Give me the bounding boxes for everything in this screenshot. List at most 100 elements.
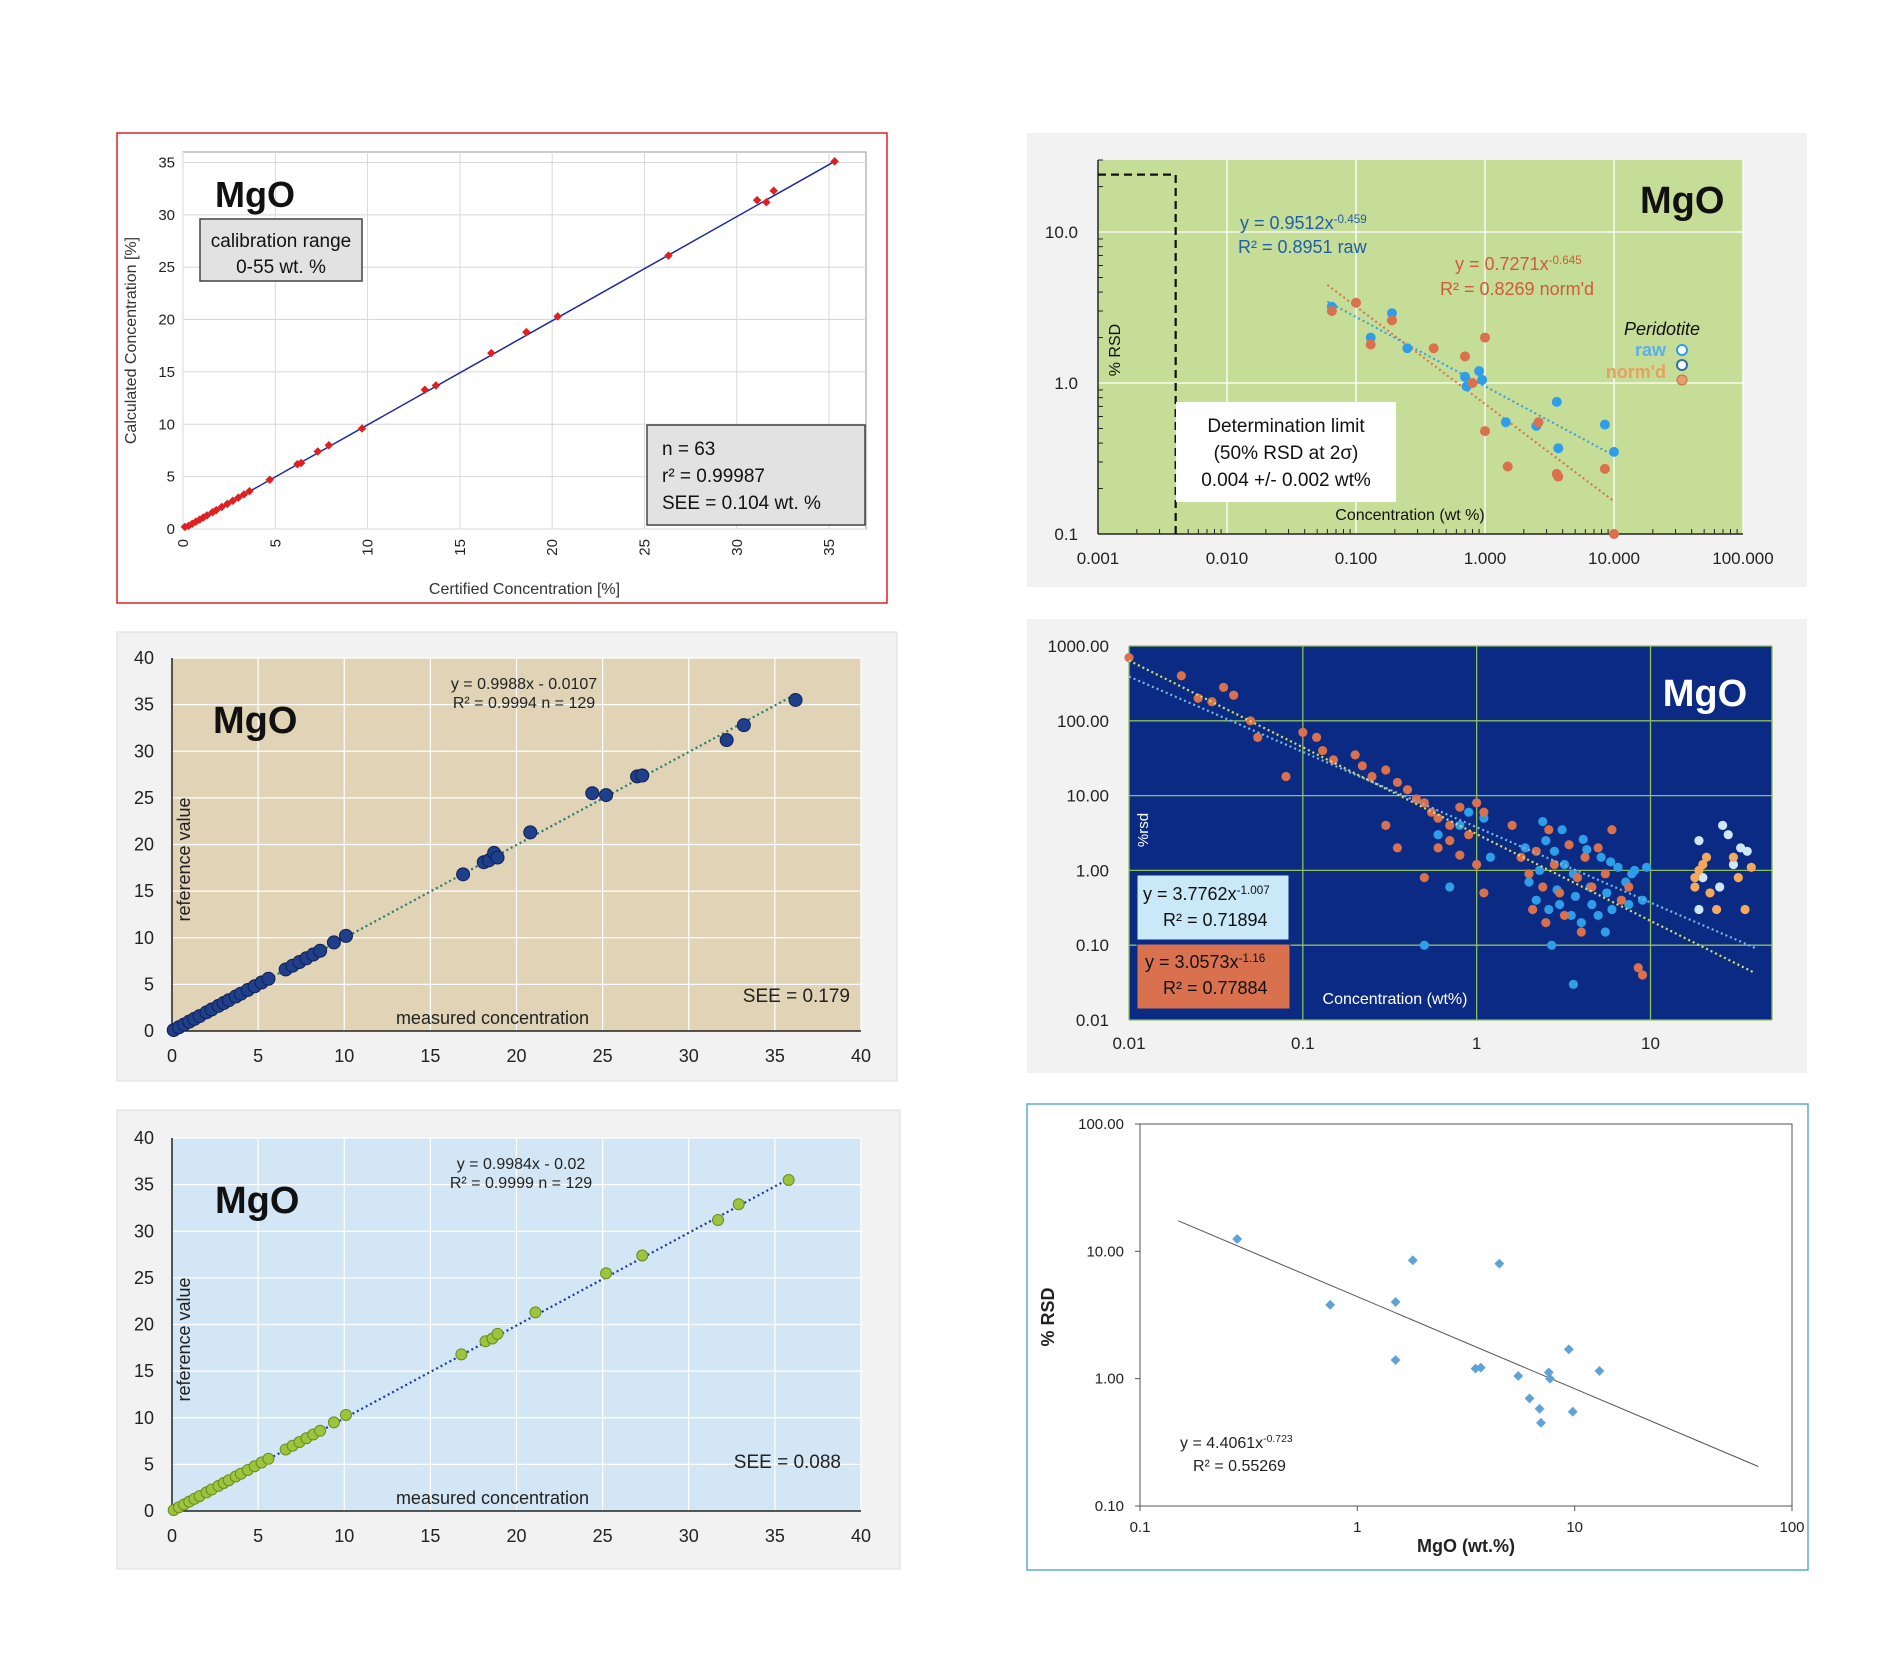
chart-3-fit-line [171, 1178, 790, 1512]
chart-4-x-axis-label: Concentration (wt %) [1335, 507, 1484, 524]
chart-1-stat: n = 63 [662, 439, 715, 460]
chart-5-raw-point [1570, 891, 1581, 901]
chart-4-legend-title: Peridotite [1624, 319, 1700, 339]
chart-1-fit-line [182, 160, 835, 530]
chart-4-y-axis-label: % RSD [1107, 324, 1124, 376]
chart-5-normd-point [1455, 802, 1465, 812]
chart-5-raw-legend-box [1136, 874, 1290, 941]
chart-6-fit-line [1178, 1220, 1759, 1467]
chart-5-raw-point [1541, 836, 1551, 846]
chart-5-normd-point [1419, 873, 1429, 883]
chart-5-raw-point [1742, 846, 1752, 856]
chart-1-stat: r² = 0.99987 [662, 466, 765, 487]
chart-1-point [522, 327, 531, 337]
chart-4-normd-point [1460, 351, 1471, 362]
chart-5-normd-point [1479, 888, 1489, 898]
chart-5-raw-point [1606, 857, 1616, 867]
chart-4-raw-point [1551, 396, 1562, 407]
chart-1-point [487, 348, 496, 358]
chart-6-point [1494, 1258, 1505, 1269]
chart-5-normd-point [1733, 873, 1743, 883]
chart-5-normd-legend-box [1136, 943, 1291, 1010]
chart-3-x-axis-label: measured concentration [396, 1488, 589, 1508]
chart-4-legend-normd-marker [1676, 374, 1688, 386]
chart-3-x-tick-label: 10 [334, 1526, 354, 1546]
chart-4-x-tick-label: 10.000 [1588, 549, 1640, 568]
chart-4-title: MgO [1640, 180, 1724, 222]
chart-4-dl-box [1176, 402, 1396, 502]
chart-4-x-tick-label: 100.000 [1712, 549, 1773, 568]
chart-5-normd-point [1392, 777, 1403, 788]
chart-5-raw-point [1723, 830, 1733, 840]
chart-1-point [313, 447, 322, 456]
chart-1-point [223, 499, 232, 509]
chart-5-raw-point [1582, 844, 1592, 855]
chart-2-point [261, 971, 276, 986]
chart-5-normd-point [1572, 873, 1583, 883]
chart-5-y-tick-label: 0.10 [1076, 936, 1109, 955]
chart-4-raw-r-squared: R² = 0.8951 raw [1238, 237, 1368, 257]
chart-5-raw-equation: y = 3.7762x-1.007 [1143, 884, 1270, 904]
chart-2-x-tick-label: 10 [334, 1046, 354, 1066]
chart-1-stats-box [646, 424, 866, 526]
chart-5-normd-point [1593, 843, 1603, 853]
chart-4-normd-point [1365, 339, 1376, 350]
chart-5-raw-point [1538, 816, 1548, 827]
chart-5-raw-point [1627, 869, 1637, 879]
chart-6-r-squared: R² = 0.55269 [1193, 1458, 1286, 1475]
chart-5-normd-point [1318, 745, 1328, 756]
chart-5-normd-point [1746, 862, 1756, 872]
chart-2-y-tick-label: 0 [144, 1021, 154, 1041]
chart-5-normd-point [1207, 697, 1217, 707]
chart-5-normd-point [1479, 807, 1489, 817]
chart-5-normd-point [1538, 882, 1548, 892]
chart-5-normd-point [1544, 825, 1554, 835]
chart-5-normd-point [1705, 888, 1715, 898]
chart-1-calibration: 0 5 10 15 20 25 30 35 0 5 10 15 20 25 30 35 Certified Co… [116, 132, 888, 604]
chart-5-normd-point [1298, 727, 1308, 737]
chart-1-stat: SEE = 0.104 wt. % [662, 493, 821, 514]
chart-2-x-tick-label: 0 [167, 1046, 177, 1066]
chart-5-raw-point [1531, 895, 1541, 905]
chart-2-x-tick-label: 5 [253, 1046, 263, 1066]
chart-4-y-tick-label: 10.0 [1045, 223, 1078, 242]
chart-2-y-tick-label: 15 [134, 881, 154, 901]
chart-5-normd-point [1472, 798, 1482, 808]
chart-5-normd-point [1580, 852, 1590, 862]
chart-5-y-axis-label: %rsd [1135, 813, 1152, 847]
chart-5-raw-point [1559, 859, 1570, 870]
chart-5-normd-point [1433, 843, 1443, 853]
chart-5-raw-point [1624, 899, 1634, 910]
chart-6-plot-area [1139, 1123, 1793, 1507]
chart-5-normd-point [1633, 963, 1643, 973]
chart-6-y-tick-label: 100.00 [1078, 1116, 1124, 1133]
chart-3-r-squared: R² = 0.9999 n = 129 [450, 1175, 592, 1192]
chart-1-x-tick-label: 15 [452, 539, 469, 556]
chart-3-y-tick-label: 15 [134, 1361, 154, 1381]
chart-5-raw-point [1455, 820, 1465, 830]
chart-1-point [217, 502, 227, 512]
chart-2-x-axis-label: measured concentration [396, 1008, 589, 1028]
chart-5-y-tick-label: 0.01 [1076, 1011, 1109, 1030]
chart-3-x-tick-label: 25 [593, 1526, 613, 1546]
chart-4-normd-point [1553, 471, 1564, 482]
chart-1-point [211, 505, 221, 515]
chart-6-point [1543, 1367, 1554, 1378]
chart-5-normd-point [1728, 852, 1739, 862]
chart-5-raw-point [1578, 834, 1588, 844]
chart-3-point [636, 1249, 649, 1262]
chart-5-normd-point [1357, 761, 1367, 771]
chart-5-normd-point [1402, 785, 1413, 795]
chart-4-legend-marker [1676, 359, 1688, 371]
chart-4-x-tick-label: 0.100 [1335, 549, 1378, 568]
chart-5-y-tick-label: 100.00 [1057, 712, 1109, 731]
chart-1-y-tick-label: 30 [158, 207, 175, 224]
chart-3-y-axis-label: reference value [174, 1277, 194, 1401]
chart-2-fit-line [171, 693, 797, 1032]
chart-5-raw-point [1593, 910, 1603, 921]
chart-2-y-tick-label: 30 [134, 741, 154, 761]
chart-5-normd-point [1281, 771, 1291, 782]
chart-6-point [1407, 1255, 1418, 1266]
chart-5-raw-point [1557, 825, 1567, 835]
chart-1-point [420, 385, 430, 394]
